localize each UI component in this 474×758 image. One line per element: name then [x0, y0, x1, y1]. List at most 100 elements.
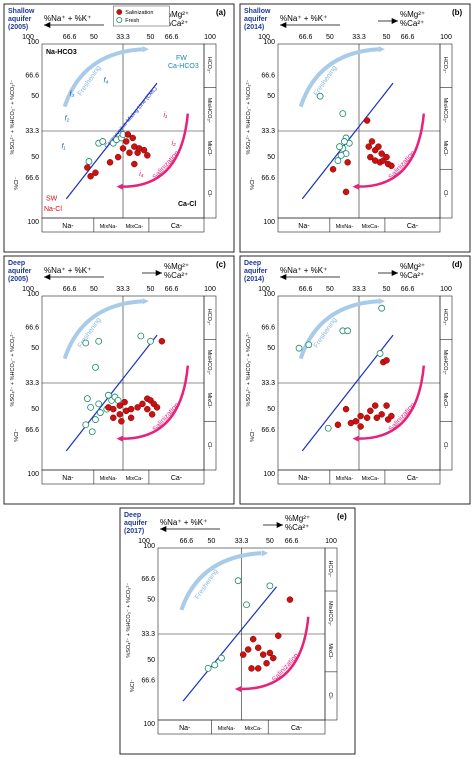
salinization-point	[371, 402, 379, 409]
right-zone-label: Cl-	[206, 190, 212, 197]
fresh-point	[99, 138, 107, 145]
panel-title-line: Deep	[124, 512, 141, 519]
top-right-axis-label-den: %Ca²⁺	[164, 19, 188, 28]
freshening-arrow	[298, 47, 379, 108]
freshening-arrowhead	[378, 46, 385, 53]
right-zone-label: Cl-	[442, 190, 448, 197]
panel-title-line: (2017)	[124, 528, 144, 535]
salinization-point	[121, 398, 128, 406]
top-left-axis-label: %Na⁺ + %K⁺	[44, 14, 91, 23]
panel-title-line: Deep	[244, 260, 261, 267]
fresh-point	[234, 577, 242, 585]
salinization-point	[110, 414, 117, 422]
top-tick-label: 100	[204, 34, 216, 41]
right-zone-label: HCO₃-	[442, 309, 448, 325]
right-zone-label: Cl-	[206, 442, 212, 449]
intrusion-stage-label: i₂	[172, 140, 177, 147]
salinization-point	[357, 412, 364, 420]
salinization-point	[127, 414, 135, 422]
side-tick-label: 100	[27, 39, 39, 46]
salinization-point	[244, 646, 252, 653]
top-left-arrowhead	[160, 525, 167, 533]
top-right-axis-label-num: %Mg²⁺	[164, 262, 189, 271]
fresh-point	[82, 339, 90, 347]
right-zone-label: HCO₃-	[206, 309, 212, 325]
intrusion-stage-label: i₄	[139, 171, 144, 178]
na-hco3-label: Na-HCO3	[46, 49, 77, 56]
salinization-arrowhead	[352, 435, 359, 442]
right-zone-label: MixHCO₃-	[327, 601, 333, 626]
salinization-point	[127, 405, 135, 413]
top-right-axis-label-den: %Ca²⁺	[400, 271, 424, 280]
bottom-zone-label: MixNa-	[218, 726, 236, 732]
fresh-point	[92, 363, 99, 371]
salinization-point	[378, 411, 385, 418]
panel-title-line: Deep	[8, 260, 25, 267]
top-tick-label: 66.6	[165, 34, 179, 41]
salinization-point	[148, 411, 156, 418]
top-right-axis-label-den: %Ca²⁺	[285, 523, 309, 532]
side-tick-label: 33.3	[25, 128, 39, 135]
freshening-arrow	[62, 47, 143, 108]
top-left-arrowhead	[280, 21, 287, 29]
side-tick-label: 33.3	[261, 380, 275, 387]
fresh-point	[147, 337, 154, 345]
panel-title-line: aquifer	[244, 268, 268, 275]
top-tick-label: 100	[440, 34, 452, 41]
freshening-stage-label: f₄	[104, 77, 109, 84]
side-tick-label: 100	[27, 219, 39, 226]
salinization-point	[239, 651, 247, 658]
top-right-axis-label-num: %Mg²⁺	[400, 262, 425, 271]
bottom-zone-strip	[157, 719, 326, 735]
fresh-point	[211, 661, 219, 669]
salinization-point	[373, 414, 381, 422]
top-left-axis-label: %Na⁺ + %K⁺	[160, 518, 207, 527]
bottom-zone-label: Na-	[62, 475, 74, 482]
salinization-point	[383, 357, 390, 364]
left-lower-axis-label: %Cl⁻	[130, 679, 136, 692]
fresh-point	[87, 403, 94, 411]
side-tick-label: 66.6	[261, 324, 275, 331]
salinization-point	[87, 172, 94, 180]
bottom-zone-label: MixNa-	[336, 224, 354, 230]
legend-salinization-marker	[116, 9, 123, 15]
top-right-axis-label-den: %Ca²⁺	[164, 271, 188, 280]
side-tick-label: 50	[267, 93, 275, 100]
left-upper-axis-label: %SO₄²⁻ + %HCO₃⁻ + %CO₃²⁻	[126, 583, 132, 658]
side-tick-label: 50	[147, 597, 155, 604]
side-tick-label: 50	[267, 406, 275, 413]
side-tick-label: 100	[27, 471, 39, 478]
left-upper-axis-label: %SO₄²⁻ + %HCO₃⁻ + %CO₃²⁻	[10, 332, 16, 407]
salinization-point	[92, 169, 99, 177]
fresh-point	[305, 341, 313, 349]
na-cl-label: Na-Cl	[44, 206, 62, 213]
salinization-point	[248, 665, 255, 672]
panel-frame	[239, 255, 471, 505]
fresh-point	[85, 158, 93, 165]
intrusion-stage-label: i₁	[164, 112, 169, 119]
top-tick-label: 66.6	[180, 538, 194, 545]
top-tick-label: 50	[326, 34, 334, 41]
salinization-point	[357, 423, 364, 430]
bottom-zone-label: Na-	[179, 725, 191, 732]
top-left-arrowhead	[280, 273, 287, 281]
bottom-zone-label: Ca-	[407, 475, 419, 482]
fresh-point	[218, 654, 225, 662]
fresh-point	[324, 424, 332, 432]
legend-fresh-label: Fresh	[125, 18, 139, 24]
bottom-zone-label: Ca-	[171, 475, 183, 482]
salinization-point	[134, 404, 141, 411]
right-zone-label: MixCl-	[442, 393, 448, 409]
legend-box	[113, 5, 170, 27]
salinization-label: Salinization	[152, 150, 181, 181]
panel-title-line: (2014)	[244, 24, 264, 31]
right-zone-strip	[439, 43, 453, 219]
panel-frame	[239, 3, 471, 253]
right-zone-label: HCO₃-	[327, 560, 333, 576]
top-right-arrowhead	[155, 269, 162, 277]
panel-title-line: Shallow	[244, 8, 271, 15]
side-tick-label: 100	[143, 721, 155, 728]
